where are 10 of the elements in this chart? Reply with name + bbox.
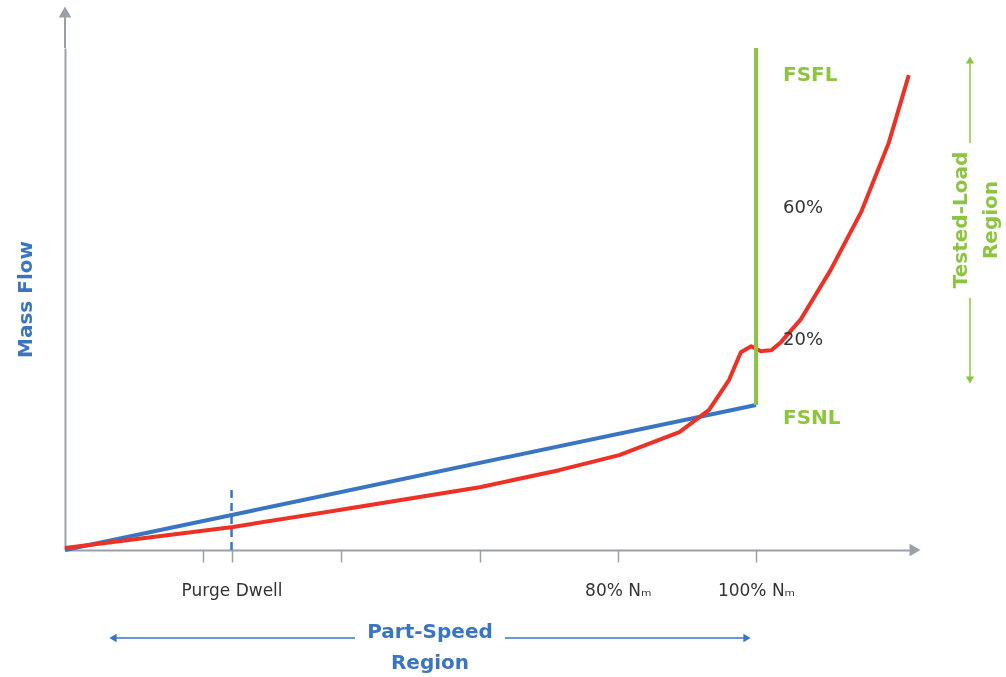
annotation: 20%	[783, 328, 824, 349]
annotation: FSFL	[783, 62, 838, 86]
x-tick-label: 100% Nₘ	[717, 579, 796, 600]
y-axis-title: Mass Flow	[12, 241, 37, 358]
text: Part-Speed Region	[367, 619, 493, 674]
x-tick-label: 80% Nₘ	[585, 579, 652, 600]
annotation: 60%	[783, 196, 824, 217]
x-tick-label: Purge Dwell	[181, 579, 283, 600]
text: Tested-Load Region	[948, 151, 1002, 289]
annotation: FSNL	[783, 405, 841, 429]
